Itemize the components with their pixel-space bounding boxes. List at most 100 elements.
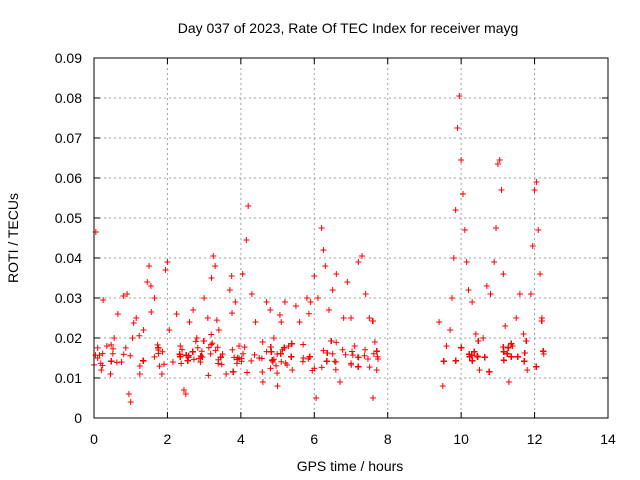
data-point <box>136 371 143 378</box>
data-point <box>118 359 125 365</box>
data-point <box>267 365 274 372</box>
data-point <box>342 351 349 358</box>
data-point <box>111 335 118 341</box>
data-point <box>263 299 270 305</box>
data-point <box>268 348 275 355</box>
data-point <box>527 291 534 297</box>
data-point <box>361 352 368 359</box>
x-tick-label: 12 <box>527 431 543 447</box>
data-point <box>213 317 220 324</box>
data-point <box>289 367 296 373</box>
data-point <box>129 335 136 341</box>
y-tick-label: 0.05 <box>55 210 82 226</box>
data-point <box>282 360 289 367</box>
data-point <box>236 355 243 362</box>
data-point <box>313 395 320 401</box>
data-point <box>245 203 252 209</box>
data-point <box>148 309 155 316</box>
data-point <box>333 271 340 277</box>
y-tick-label: 0.07 <box>55 130 82 146</box>
data-point <box>267 343 274 350</box>
data-point <box>440 358 447 365</box>
data-point <box>94 355 101 361</box>
data-point <box>259 368 266 375</box>
data-point <box>504 350 511 357</box>
y-tick-label: 0.04 <box>55 250 82 266</box>
data-point <box>508 353 515 360</box>
data-point <box>349 352 356 359</box>
data-point <box>259 379 266 385</box>
data-point <box>529 243 536 249</box>
data-point <box>458 344 465 351</box>
data-point <box>500 343 507 350</box>
data-point <box>158 371 165 377</box>
data-point <box>166 327 173 333</box>
data-point <box>201 295 208 301</box>
data-point <box>151 353 158 360</box>
data-point <box>267 307 274 313</box>
x-tick-label: 2 <box>164 431 172 447</box>
data-point <box>351 343 358 349</box>
data-point <box>162 267 169 273</box>
data-point <box>374 353 381 360</box>
data-point <box>474 353 481 360</box>
data-point <box>248 357 255 364</box>
data-point <box>146 263 153 269</box>
data-point <box>223 371 230 377</box>
data-point <box>182 391 189 397</box>
data-point <box>232 299 239 305</box>
data-point <box>520 331 527 337</box>
plot-frame <box>93 57 609 419</box>
data-point <box>127 352 134 359</box>
data-point <box>320 247 327 253</box>
data-point <box>248 291 255 297</box>
data-point <box>456 93 463 99</box>
data-point <box>491 259 498 265</box>
x-tick-label: 6 <box>310 431 318 447</box>
data-point <box>486 368 493 375</box>
data-point <box>443 343 450 349</box>
data-point <box>469 299 476 305</box>
data-point <box>189 348 196 355</box>
data-point <box>292 303 299 309</box>
data-point <box>533 179 540 185</box>
data-point <box>540 351 547 357</box>
data-point <box>309 367 316 374</box>
data-point <box>120 293 127 299</box>
data-point <box>229 310 236 317</box>
data-point <box>125 391 132 397</box>
data-point <box>100 297 107 303</box>
data-point <box>480 335 487 341</box>
data-point <box>281 299 288 305</box>
y-tick-label: 0.08 <box>55 90 82 106</box>
grid-lines <box>94 58 608 418</box>
data-point <box>538 315 545 321</box>
data-point <box>324 350 331 357</box>
data-point <box>465 287 472 293</box>
data-point <box>362 291 369 297</box>
data-point <box>122 344 129 351</box>
data-point <box>107 371 114 377</box>
y-tick-label: 0.09 <box>55 50 82 66</box>
data-point <box>178 360 185 367</box>
data-point <box>329 350 336 357</box>
data-point <box>219 351 226 357</box>
data-point <box>133 315 140 321</box>
data-point <box>199 354 206 361</box>
data-point <box>140 357 147 364</box>
data-point <box>498 187 505 193</box>
data-point <box>190 356 197 363</box>
data-point <box>276 312 283 319</box>
data-point <box>483 283 490 289</box>
x-tick-label: 14 <box>600 431 616 447</box>
data-point <box>340 315 347 321</box>
data-point <box>197 359 204 365</box>
axis-ticks: 0 2 4 6 8 10 12 14 0 0.01 0.02 0.03 0.04 0.05 0.06 0.07… <box>55 50 616 447</box>
data-point <box>458 157 465 163</box>
data-point <box>209 340 216 347</box>
data-point <box>355 259 362 265</box>
data-point <box>147 283 154 289</box>
data-point <box>447 327 454 333</box>
data-points <box>91 93 547 405</box>
data-point <box>190 307 197 313</box>
